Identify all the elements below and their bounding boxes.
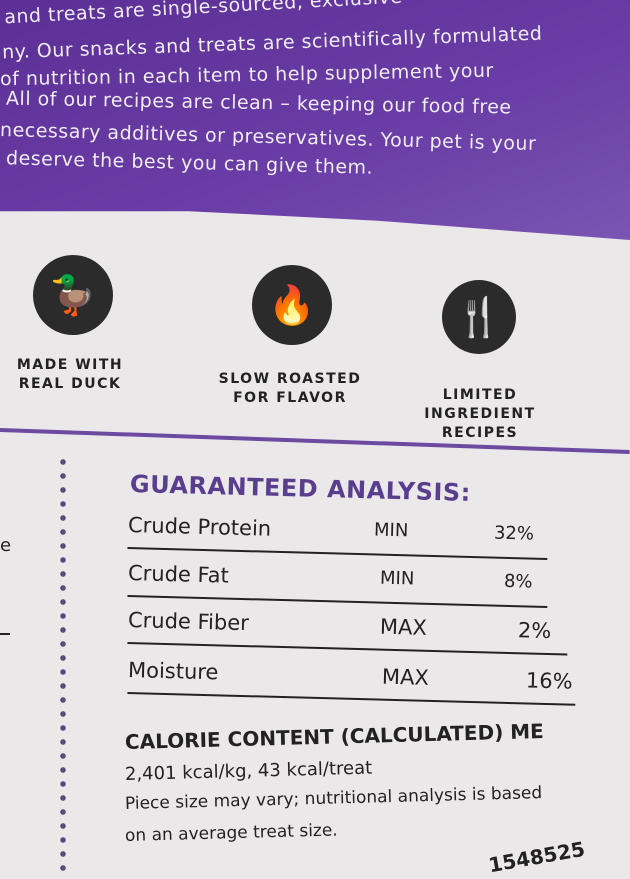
analysis-row: Crude Fat MIN 8% (127, 553, 549, 608)
duck-icon: 🦆 (33, 255, 113, 335)
nutrient: Crude Fiber (127, 608, 250, 636)
nutrient: Crude Protein (127, 513, 272, 541)
intro-line: of nutrition in each item to help supple… (0, 59, 494, 91)
basis: MIN (379, 567, 415, 590)
feature-line: REAL DUCK (18, 376, 122, 392)
feature-limited: LIMITED INGREDIENT RECIPES (385, 386, 575, 443)
basis: MAX (381, 664, 430, 690)
analysis-row: Crude Fiber MAX 2% (127, 600, 569, 656)
intro-line: All of our recipes are clean – keeping o… (5, 87, 512, 119)
value: 32% (493, 522, 535, 545)
nutrient: Moisture (127, 658, 219, 685)
feature-line: SLOW ROASTED (218, 371, 362, 387)
intro-line: and treats are single-sourced, exclusive (3, 0, 403, 29)
lot-code: 1548525 (486, 836, 587, 878)
feature-line: FOR FLAVOR (233, 390, 347, 406)
feature-line: MADE WITH (16, 357, 124, 373)
flame-icon: 🔥 (252, 265, 332, 345)
spatula-fork-icon: 🍴 (442, 280, 516, 354)
analysis-title: GUARANTEED ANALYSIS: (129, 470, 472, 507)
analysis-row: Moisture MAX 16% (127, 650, 577, 706)
calorie-value: 2,401 kcal/kg, 43 kcal/treat (124, 757, 373, 785)
analysis-row: Crude Protein MIN 32% (127, 505, 549, 560)
basis: MAX (379, 614, 428, 640)
left-fragment: e (0, 535, 12, 556)
left-rule (0, 633, 10, 635)
purple-banner: and treats are single-sourced, exclusive… (0, 0, 630, 240)
value: 16% (525, 668, 573, 694)
calorie-title: CALORIE CONTENT (CALCULATED) ME (124, 719, 545, 754)
intro-line: ny. Our snacks and treats are scientific… (1, 22, 543, 64)
basis: MIN (373, 519, 409, 542)
feature-duck: MADE WITH REAL DUCK (5, 356, 135, 394)
feature-line: RECIPES (441, 425, 519, 441)
feature-line: LIMITED INGREDIENT (424, 387, 536, 422)
dotted-divider (60, 455, 66, 875)
intro-line: deserve the best you can give them. (5, 147, 374, 179)
calorie-note: on an average treat size. (124, 820, 338, 846)
nutrient: Crude Fat (127, 561, 230, 588)
value: 2% (517, 618, 552, 644)
calorie-note: Piece size may vary; nutritional analysi… (124, 783, 543, 814)
value: 8% (503, 570, 533, 593)
feature-roasted: SLOW ROASTED FOR FLAVOR (210, 370, 370, 408)
